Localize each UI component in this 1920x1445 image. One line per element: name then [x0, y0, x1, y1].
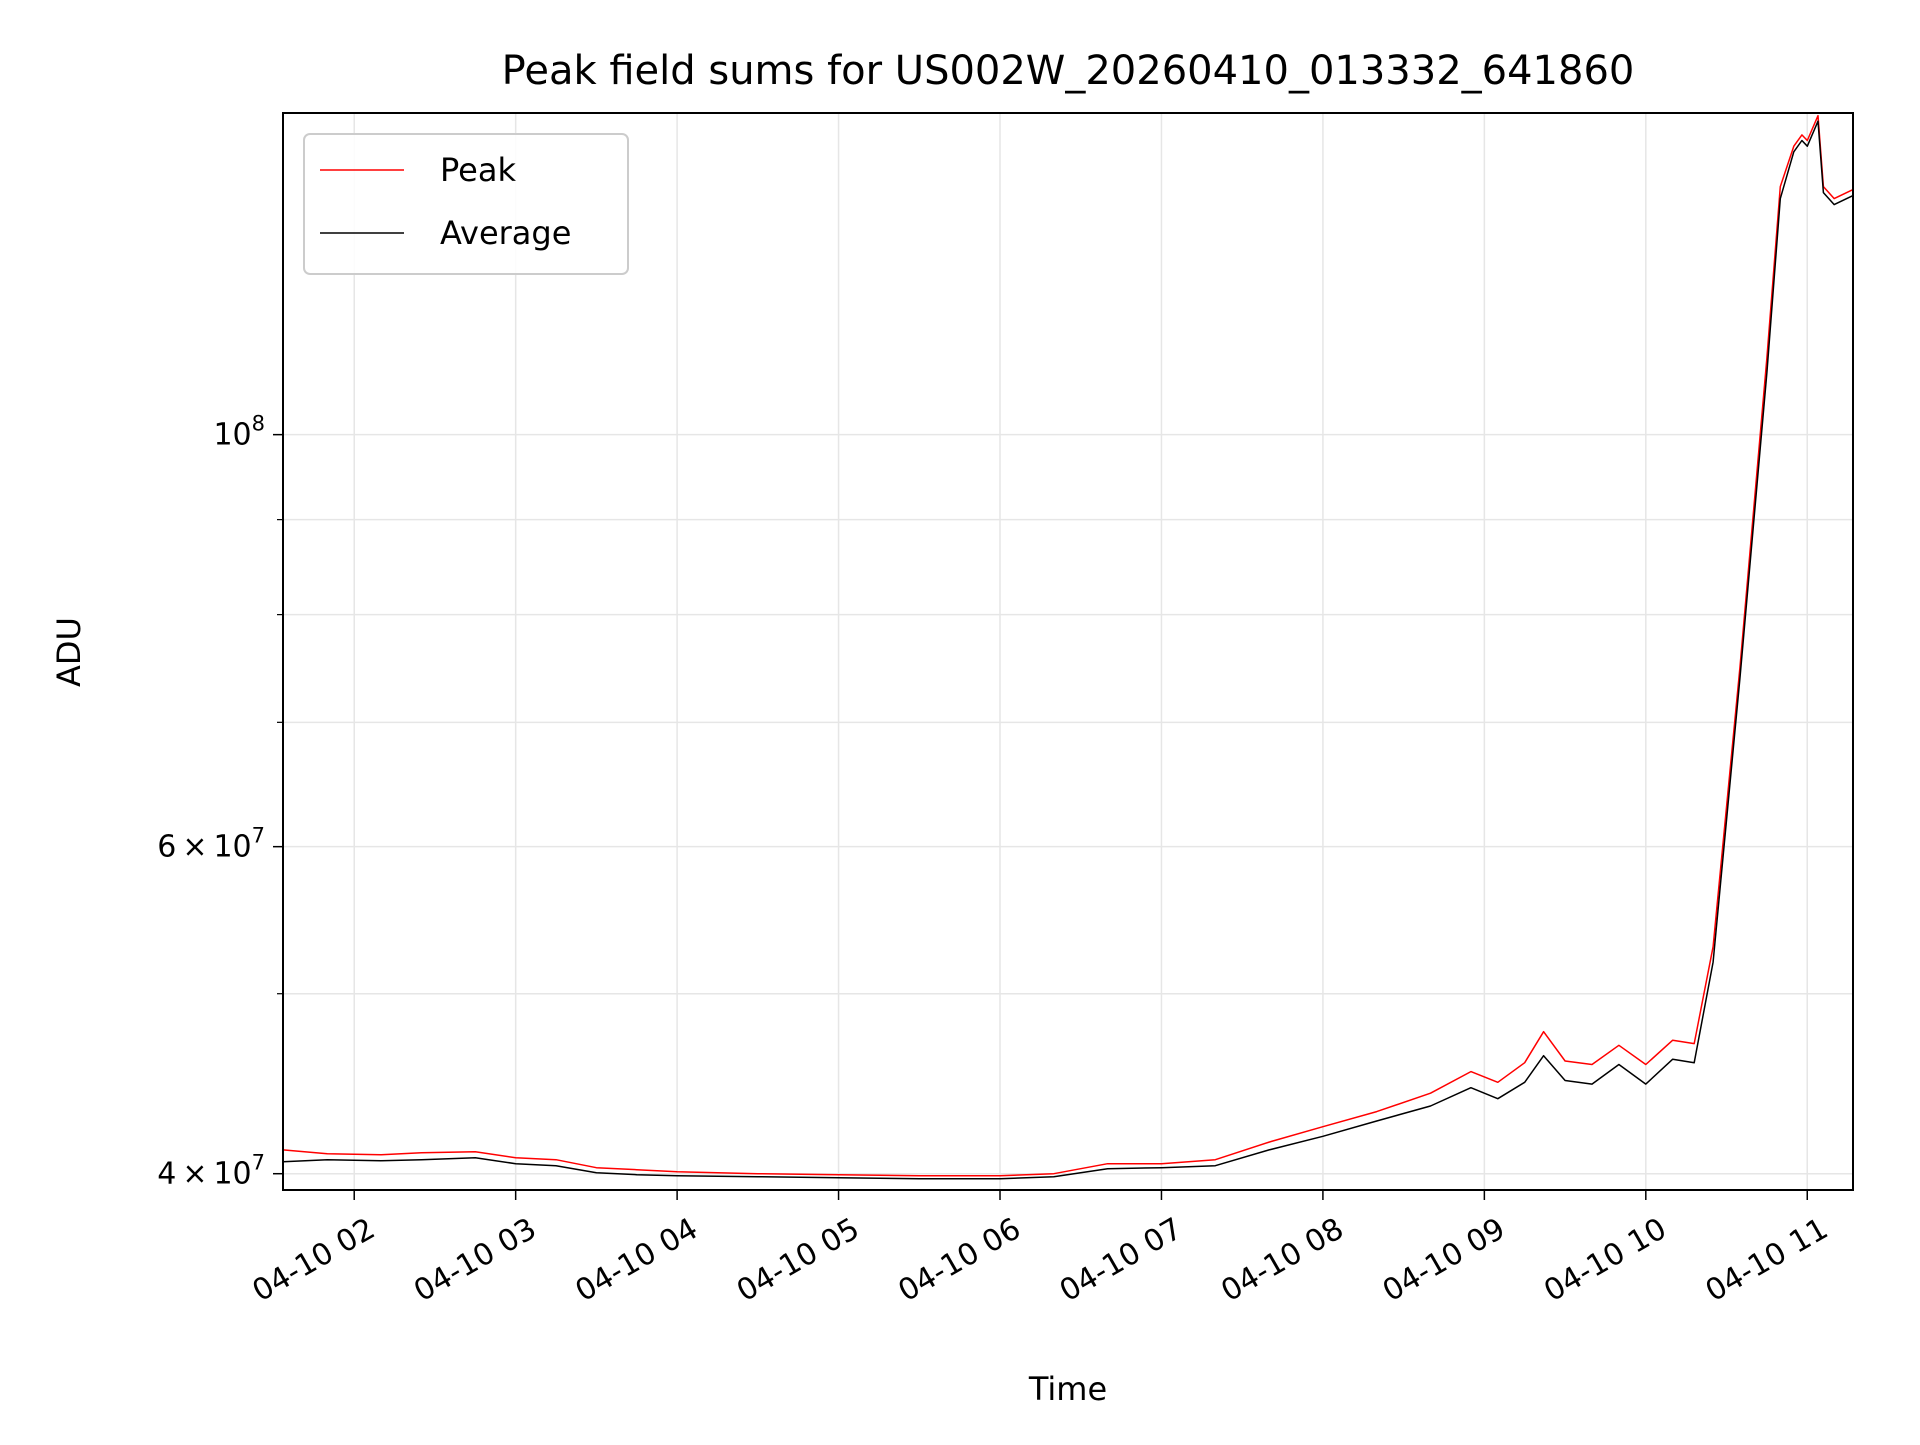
series-line-peak: [282, 114, 1854, 1177]
legend-box: [303, 133, 629, 275]
y-axis-label: ADU: [50, 617, 88, 687]
chart-title: Peak field sums for US002W_20260410_0133…: [502, 48, 1635, 94]
series-lines: [282, 114, 1854, 1180]
x-axis-label: Time: [1028, 1370, 1107, 1408]
y-tick-label: 108: [213, 412, 265, 453]
grid: [283, 113, 1853, 1190]
legend: Peak Average: [303, 133, 629, 275]
legend-label-peak: Peak: [440, 151, 516, 189]
y-tick-label: 6 × 107: [157, 824, 265, 865]
plot-frame: [282, 112, 1854, 1191]
series-line-average: [282, 120, 1854, 1180]
y-tick-label: 4 × 107: [157, 1151, 265, 1192]
legend-label-average: Average: [440, 214, 571, 252]
y-axis-ticks: 4 × 107 6 × 107 108: [157, 412, 283, 1192]
